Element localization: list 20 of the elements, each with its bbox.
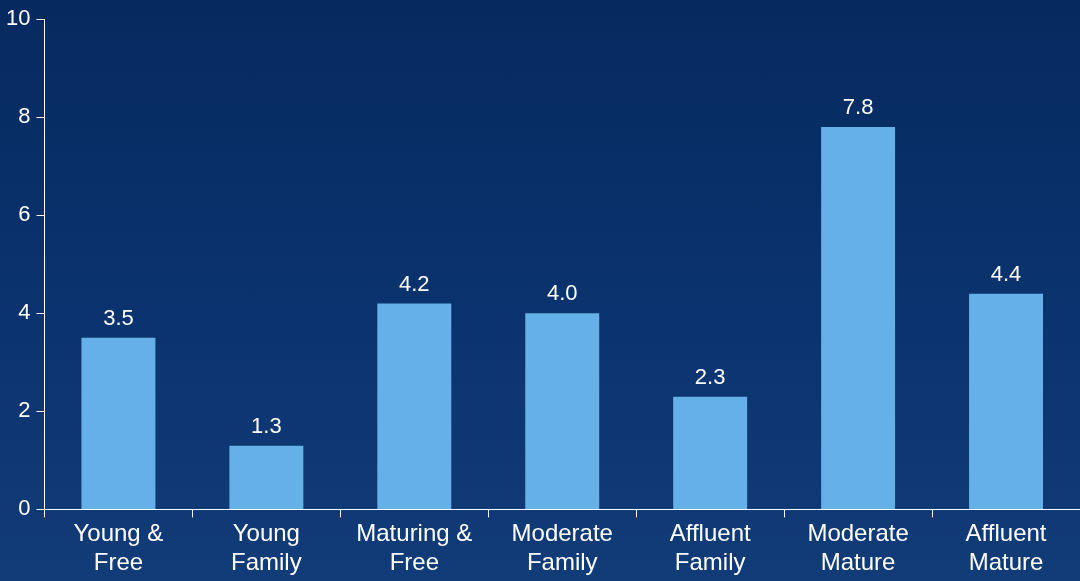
- data-label: 7.8: [842, 94, 874, 120]
- data-label: 4.4: [990, 260, 1022, 286]
- x-tick-label: Young Family: [231, 519, 302, 576]
- data-label: 3.5: [103, 304, 134, 330]
- x-tick-label: Young & Free: [73, 519, 164, 576]
- y-tick-label: 6: [18, 201, 31, 227]
- y-tick-label: 10: [5, 5, 31, 31]
- y-tick-label: 8: [18, 103, 31, 129]
- x-tick-label: Moderate Family: [511, 519, 613, 576]
- x-tick-label: Affluent Family: [669, 519, 751, 576]
- x-tick-label: Moderate Mature: [807, 519, 909, 576]
- data-label: 4.0: [546, 280, 578, 306]
- x-tick-label: Affluent Mature: [965, 519, 1047, 576]
- data-label: 2.3: [694, 363, 726, 389]
- y-tick-label: 4: [18, 299, 31, 325]
- y-tick-label: 2: [18, 397, 31, 423]
- x-tick-label: Maturing & Free: [356, 519, 473, 576]
- y-tick-label: 0: [18, 495, 31, 521]
- data-label: 4.2: [399, 270, 430, 296]
- data-label: 1.3: [251, 412, 282, 438]
